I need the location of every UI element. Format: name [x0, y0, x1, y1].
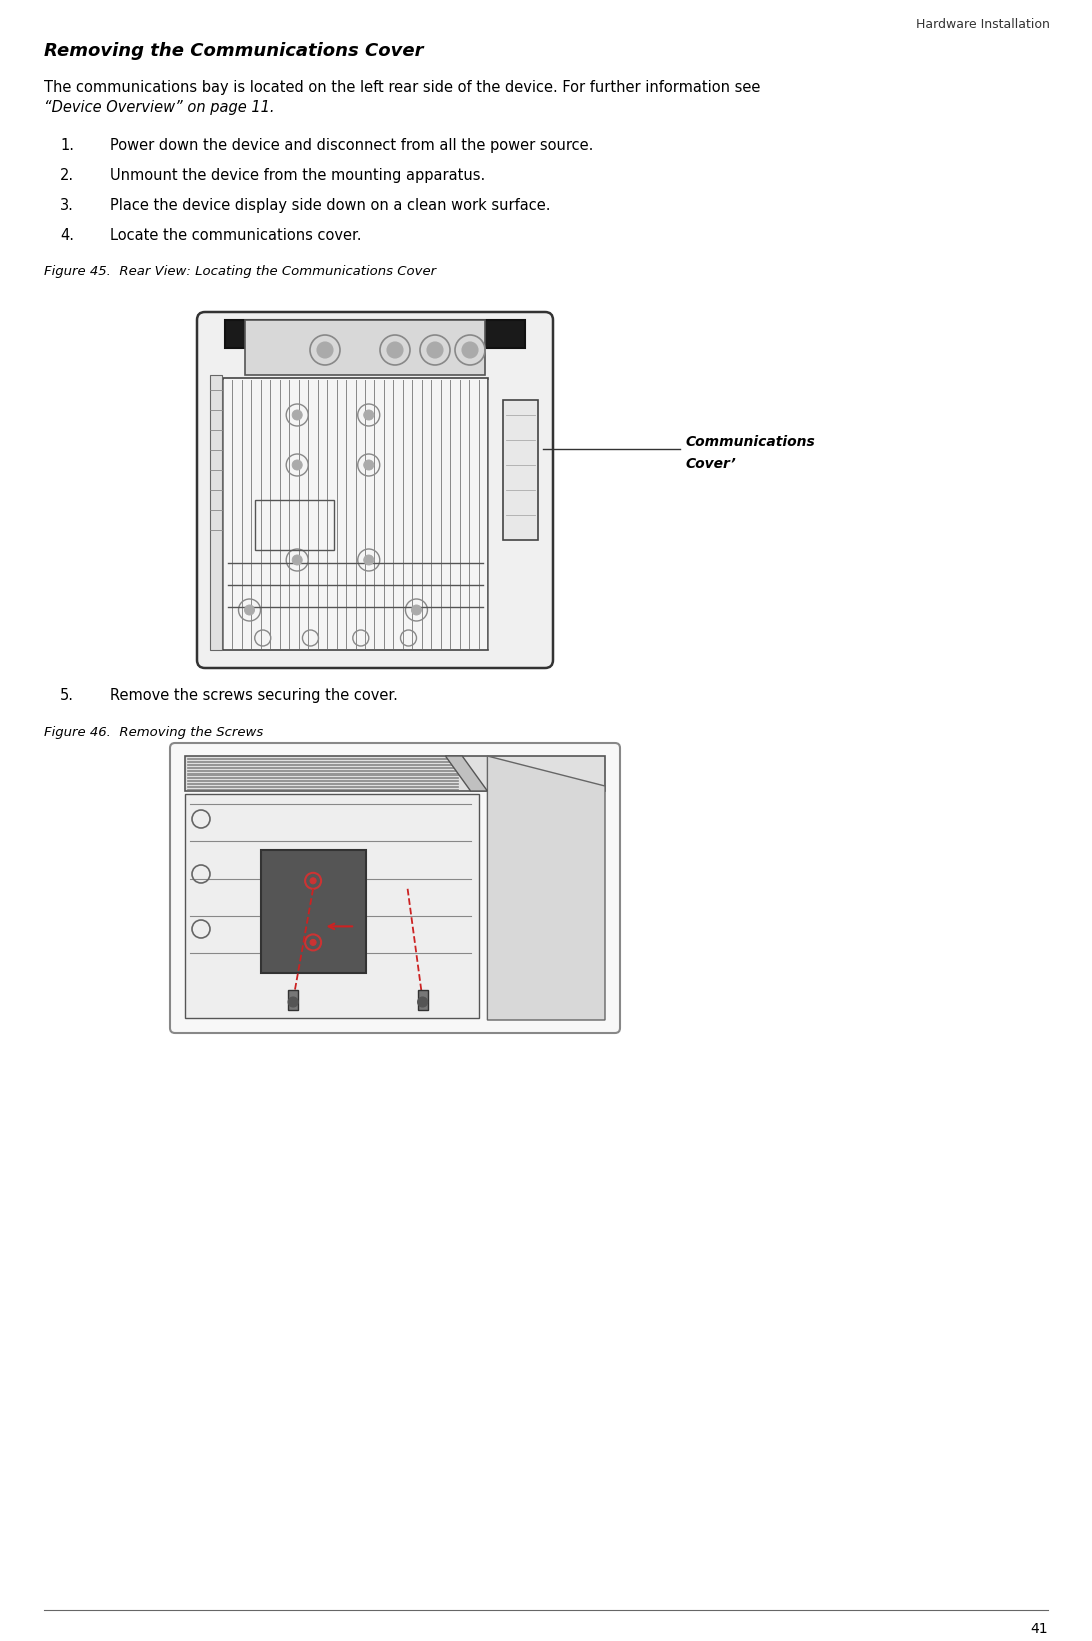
- Bar: [261, 850, 366, 973]
- Bar: [288, 990, 298, 1009]
- Text: Locate the communications cover.: Locate the communications cover.: [110, 228, 361, 243]
- Circle shape: [417, 998, 428, 1008]
- Bar: [185, 757, 605, 791]
- Text: The communications bay is located on the left rear side of the device. For furth: The communications bay is located on the…: [44, 80, 760, 95]
- Ellipse shape: [364, 459, 373, 469]
- Bar: [245, 320, 485, 376]
- Text: 5.: 5.: [60, 688, 74, 702]
- Ellipse shape: [245, 606, 254, 615]
- Text: Remove the screws securing the cover.: Remove the screws securing the cover.: [110, 688, 397, 702]
- Text: Communications: Communications: [685, 435, 815, 450]
- Text: 4.: 4.: [60, 228, 74, 243]
- FancyBboxPatch shape: [197, 312, 553, 668]
- Text: Figure 45.  Rear View: Locating the Communications Cover: Figure 45. Rear View: Locating the Commu…: [44, 264, 436, 277]
- Circle shape: [462, 341, 478, 358]
- Circle shape: [427, 341, 443, 358]
- Bar: [503, 400, 538, 540]
- Ellipse shape: [293, 555, 302, 565]
- Bar: [223, 377, 488, 650]
- Text: 41: 41: [1031, 1621, 1048, 1636]
- Text: Power down the device and disconnect from all the power source.: Power down the device and disconnect fro…: [110, 138, 593, 153]
- Text: “Device Overview” on page 11.: “Device Overview” on page 11.: [44, 100, 274, 115]
- Ellipse shape: [412, 606, 422, 615]
- Ellipse shape: [293, 410, 302, 420]
- Bar: [210, 376, 222, 650]
- Ellipse shape: [293, 459, 302, 469]
- Text: 3.: 3.: [60, 199, 74, 213]
- FancyBboxPatch shape: [170, 743, 620, 1032]
- Text: Unmount the device from the mounting apparatus.: Unmount the device from the mounting app…: [110, 167, 485, 184]
- Ellipse shape: [364, 555, 373, 565]
- Bar: [254, 501, 334, 550]
- Text: Hardware Installation: Hardware Installation: [916, 18, 1051, 31]
- Circle shape: [288, 998, 298, 1008]
- Bar: [185, 794, 479, 1017]
- Text: 1.: 1.: [60, 138, 74, 153]
- Circle shape: [387, 341, 403, 358]
- Text: Figure 46.  Removing the Screws: Figure 46. Removing the Screws: [44, 725, 263, 738]
- Text: Cover’: Cover’: [685, 456, 736, 471]
- Bar: [225, 320, 525, 348]
- Ellipse shape: [364, 410, 373, 420]
- Circle shape: [310, 939, 316, 945]
- Polygon shape: [487, 757, 605, 1021]
- Text: 2.: 2.: [60, 167, 74, 184]
- Bar: [417, 990, 428, 1009]
- Polygon shape: [446, 757, 487, 791]
- Circle shape: [317, 341, 333, 358]
- Text: Removing the Communications Cover: Removing the Communications Cover: [44, 43, 424, 61]
- Text: Place the device display side down on a clean work surface.: Place the device display side down on a …: [110, 199, 550, 213]
- Circle shape: [310, 878, 316, 884]
